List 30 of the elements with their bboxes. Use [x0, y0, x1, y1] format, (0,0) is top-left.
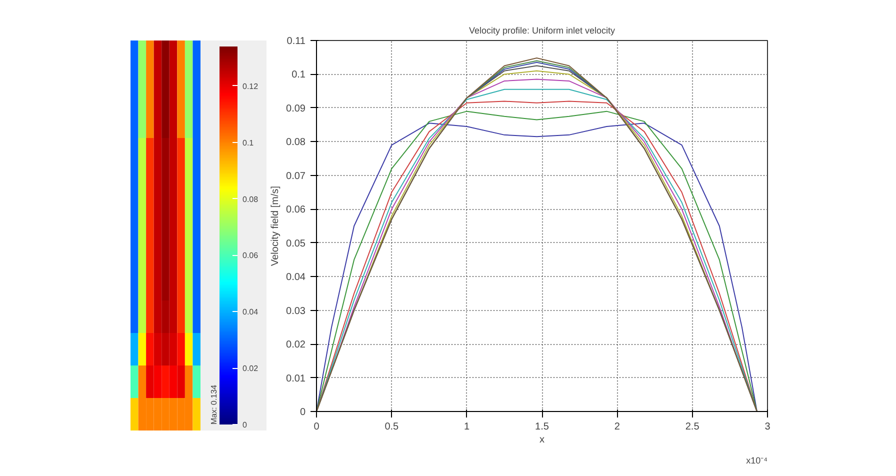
y-tick-label: 0.1 [292, 70, 306, 81]
x-tick-label: 0 [314, 422, 320, 432]
y-tick-label: 0.05 [286, 238, 306, 250]
y-tick-label: 0.08 [286, 137, 306, 148]
y-tick-label: 0 [300, 407, 306, 418]
x-tick-label: 1 [464, 422, 470, 432]
y-tick-label: 0.07 [286, 170, 306, 182]
y-tick-label: 0.01 [286, 373, 306, 384]
text: x10⁻⁴ [746, 456, 768, 466]
y-tick-label: 0.03 [286, 306, 306, 317]
x-tick-label: 2.5 [685, 422, 700, 432]
color-bar-label: 0.08 [242, 194, 259, 204]
x-tick-label: 2 [614, 422, 620, 432]
color-bar-label: 0.12 [242, 82, 259, 91]
x-axis-title: x [540, 434, 544, 446]
color-bar-label: 0.02 [242, 364, 259, 374]
y-axis-title: Velocity field [m/s] [270, 186, 282, 266]
y-tick-label: 0.04 [286, 272, 306, 284]
x-tick-label: 1.5 [535, 422, 550, 432]
color-bar-label: 0.06 [242, 251, 259, 260]
y-tick-label: 0.02 [286, 340, 306, 351]
y-tick-label: 0.06 [286, 204, 306, 216]
x-tick-label: 3 [764, 422, 771, 432]
x-tick-label: 0.5 [384, 422, 400, 432]
y-tick-label: 0.11 [286, 36, 306, 47]
color-bar-title: Max: 0.134 [210, 384, 218, 424]
chart-title: Velocity profile: Uniform inlet velocity [468, 26, 616, 36]
color-bar-label: 0.1 [242, 138, 254, 148]
color-bar-label: 0.04 [242, 308, 259, 317]
y-tick-label: 0.09 [286, 103, 306, 114]
